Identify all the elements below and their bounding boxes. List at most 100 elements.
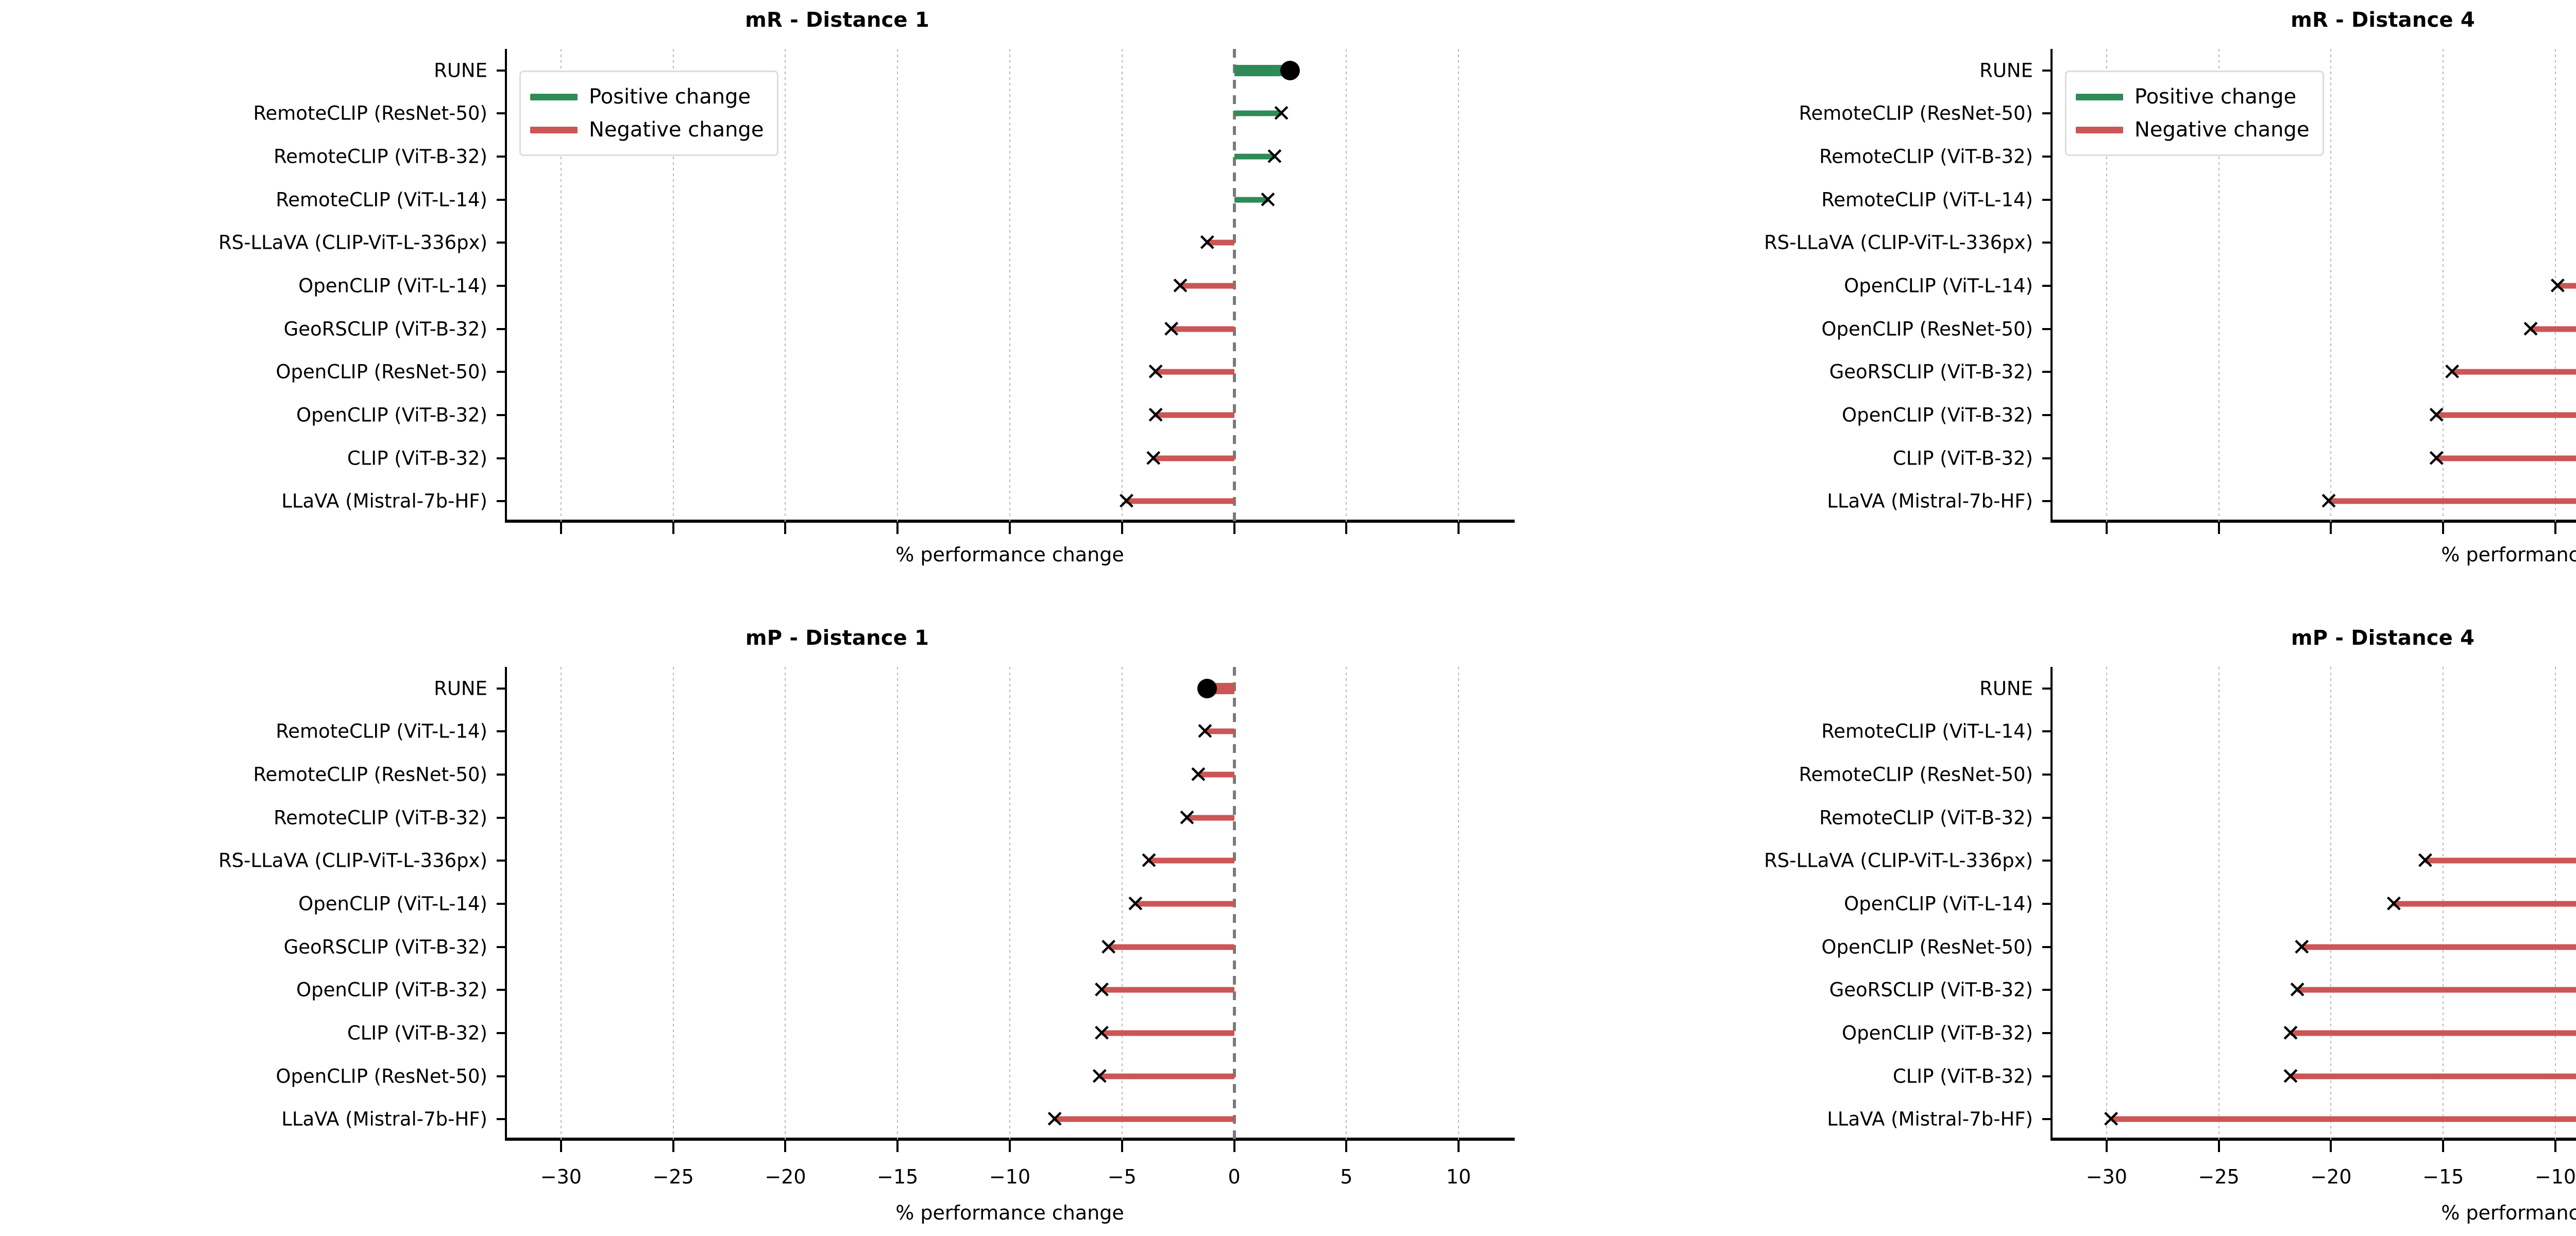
x-marker: ✕: [2318, 487, 2339, 516]
y-axis-spine: [505, 667, 507, 1141]
y-axis-category-label: OpenCLIP (ViT-L-14): [1844, 892, 2033, 915]
x-tick-label: 0: [1228, 1165, 1241, 1188]
y-axis-category-label: OpenCLIP (ResNet-50): [1821, 318, 2033, 340]
x-marker: ✕: [1188, 761, 1209, 789]
y-tick-mark: [2042, 285, 2050, 287]
x-tick-mark: [2554, 1141, 2556, 1152]
y-axis-spine: [2050, 49, 2053, 523]
zero-reference-line: [1232, 667, 1236, 1141]
x-gridline: [2330, 49, 2332, 523]
x-marker: ✕: [2292, 933, 2312, 961]
lollipop-stem: [1108, 944, 1234, 950]
y-tick-mark: [2042, 198, 2050, 201]
y-tick-mark: [2042, 774, 2050, 776]
x-tick-mark: [1458, 523, 1460, 534]
x-marker: ✕: [1145, 401, 1166, 429]
y-axis-category-label: RemoteCLIP (ViT-L-14): [1821, 188, 2033, 211]
y-tick-mark: [497, 816, 505, 819]
x-tick-label: −5: [1107, 1165, 1137, 1188]
legend-label-negative: Negative change: [2134, 118, 2310, 142]
y-tick-mark: [497, 328, 505, 330]
y-tick-mark: [497, 198, 505, 201]
x-marker: ✕: [2415, 847, 2435, 875]
x-marker: ✕: [1264, 143, 1285, 171]
x-gridline: [1121, 667, 1123, 1141]
x-gridline: [897, 667, 899, 1141]
y-tick-mark: [497, 1032, 505, 1034]
x-gridline: [1346, 667, 1347, 1141]
panel-title: mR - Distance 4: [2291, 8, 2475, 32]
x-axis-spine: [2050, 1138, 2576, 1141]
x-tick-mark: [1233, 1141, 1235, 1152]
y-tick-mark: [2042, 816, 2050, 819]
legend-swatch-positive: [530, 93, 578, 100]
y-tick-mark: [497, 500, 505, 503]
lollipop-stem: [1234, 197, 1268, 203]
x-marker: ✕: [2384, 890, 2404, 918]
x-marker: ✕: [1197, 229, 1217, 257]
zero-reference-line: [1232, 49, 1236, 523]
x-tick-mark: [896, 523, 899, 534]
y-axis-category-label: GeoRSCLIP (ViT-B-32): [1829, 360, 2033, 383]
x-tick-mark: [2105, 523, 2108, 534]
x-tick-mark: [784, 523, 787, 534]
x-tick-label: −15: [877, 1165, 919, 1188]
y-tick-mark: [2042, 242, 2050, 244]
x-axis-label: % performance change: [895, 1201, 1124, 1224]
x-gridline: [2218, 667, 2219, 1141]
y-tick-mark: [2042, 946, 2050, 948]
y-tick-mark: [2042, 903, 2050, 905]
x-marker: ✕: [1195, 717, 1215, 746]
lollipop-stem: [1135, 901, 1234, 907]
x-tick-mark: [2330, 1141, 2332, 1152]
lollipop-stem: [2452, 369, 2576, 375]
x-tick-mark: [1458, 1141, 1460, 1152]
panel-mp-distance-4: mP - Distance 4 −30−25−20−15−10−50510RUN…: [1546, 618, 2576, 1236]
highlight-dot-marker: [1197, 678, 1217, 698]
y-axis-category-label: GeoRSCLIP (ViT-B-32): [283, 936, 487, 958]
y-axis-category-label: RUNE: [434, 677, 487, 700]
y-axis-category-label: OpenCLIP (ViT-B-32): [296, 978, 487, 1001]
x-gridline: [2106, 49, 2107, 523]
lollipop-stem: [1207, 239, 1234, 246]
legend-label-positive: Positive change: [2134, 85, 2297, 109]
y-tick-mark: [497, 457, 505, 459]
y-axis-category-label: OpenCLIP (ResNet-50): [276, 360, 487, 383]
y-axis-category-label: LLaVA (Mistral-7b-HF): [1827, 490, 2033, 512]
lollipop-stem: [1055, 1116, 1234, 1122]
x-tick-label: −10: [989, 1165, 1031, 1188]
y-axis-category-label: OpenCLIP (ViT-L-14): [1844, 274, 2033, 297]
y-axis-category-label: OpenCLIP (ResNet-50): [1821, 936, 2033, 958]
panel-title: mP - Distance 1: [745, 626, 929, 650]
y-tick-mark: [497, 371, 505, 373]
y-tick-mark: [2042, 112, 2050, 115]
lollipop-stem: [2557, 283, 2576, 289]
legend-label-positive: Positive change: [589, 85, 751, 109]
x-marker: ✕: [1177, 803, 1197, 832]
x-axis-spine: [2050, 520, 2576, 523]
x-tick-mark: [2442, 1141, 2445, 1152]
y-axis-category-label: RUNE: [434, 59, 487, 82]
x-axis-label: % performance change: [2441, 543, 2576, 566]
y-axis-category-label: RemoteCLIP (ResNet-50): [1799, 102, 2033, 125]
x-tick-label: −30: [2086, 1165, 2127, 1188]
x-tick-mark: [896, 1141, 899, 1152]
x-tick-mark: [1345, 1141, 1348, 1152]
y-tick-mark: [497, 774, 505, 776]
lollipop-stem: [1156, 369, 1234, 375]
y-axis-spine: [2050, 667, 2053, 1141]
x-tick-mark: [672, 523, 674, 534]
y-tick-mark: [2042, 414, 2050, 416]
x-marker: ✕: [2101, 1105, 2121, 1134]
y-axis-category-label: RemoteCLIP (ViT-L-14): [276, 188, 487, 211]
lollipop-stem: [1153, 455, 1234, 461]
x-marker: ✕: [2520, 315, 2541, 343]
y-tick-mark: [2042, 1118, 2050, 1121]
x-axis-label: % performance change: [2441, 1201, 2576, 1224]
x-gridline: [2330, 667, 2332, 1141]
x-marker: ✕: [1116, 487, 1137, 516]
x-tick-mark: [2442, 523, 2445, 534]
y-tick-mark: [2042, 328, 2050, 330]
lollipop-stem: [1156, 412, 1234, 418]
